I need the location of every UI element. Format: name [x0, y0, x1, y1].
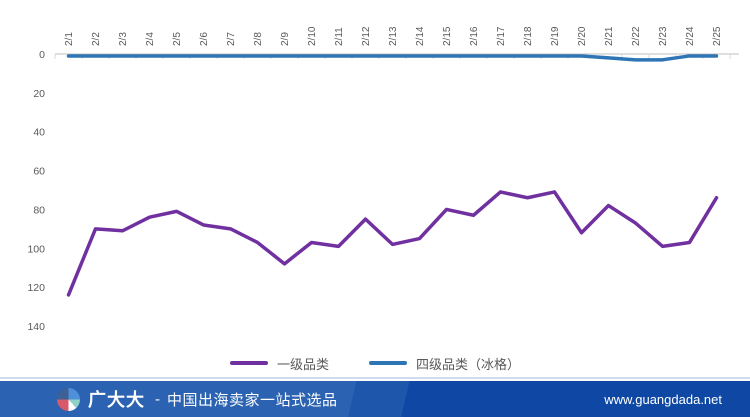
svg-text:2/2: 2/2 — [91, 32, 102, 46]
brand-separator: - — [155, 390, 160, 408]
legend-swatch-level4-ice-tray — [369, 361, 407, 365]
svg-text:80: 80 — [33, 204, 45, 216]
svg-text:2/19: 2/19 — [550, 26, 561, 46]
svg-text:0: 0 — [39, 49, 45, 61]
svg-text:2/6: 2/6 — [199, 32, 210, 46]
svg-text:60: 60 — [33, 166, 45, 178]
svg-text:2/23: 2/23 — [658, 26, 669, 46]
svg-text:2/22: 2/22 — [631, 26, 642, 46]
svg-text:2/24: 2/24 — [685, 26, 696, 46]
legend-item-level1-category: 一级品类 — [229, 354, 329, 373]
series-line-0 — [66, 190, 719, 297]
website-url[interactable]: www.guangdada.net — [604, 391, 722, 407]
footer-top-divider — [0, 377, 750, 379]
guangdada-pie-logo-icon — [57, 387, 80, 411]
svg-text:2/17: 2/17 — [496, 26, 507, 46]
brand-name: 广大大 — [88, 390, 145, 410]
legend-item-level4-ice-tray: 四级品类（冰格） — [369, 354, 520, 373]
svg-text:2/8: 2/8 — [253, 32, 264, 46]
svg-text:2/16: 2/16 — [469, 26, 480, 46]
svg-text:2/18: 2/18 — [523, 26, 534, 46]
svg-text:2/20: 2/20 — [577, 26, 588, 46]
svg-text:2/15: 2/15 — [442, 26, 453, 46]
footer-bar: 广大大 - 中国出海卖家一站式选品 www.guangdada.net — [0, 381, 750, 417]
svg-text:2/13: 2/13 — [388, 26, 399, 46]
svg-text:2/14: 2/14 — [415, 26, 426, 46]
x-axis-labels: 2/1 2/2 2/3 2/4 2/5 2/6 2/7 2/8 2/9 2/10 2/11 2/12 2… — [64, 26, 723, 46]
svg-text:2/4: 2/4 — [145, 32, 156, 46]
svg-text:2/3: 2/3 — [118, 32, 129, 46]
svg-text:20: 20 — [33, 88, 45, 100]
svg-text:2/5: 2/5 — [172, 32, 183, 46]
svg-text:2/25: 2/25 — [712, 26, 723, 46]
svg-text:2/21: 2/21 — [604, 26, 615, 46]
svg-text:2/7: 2/7 — [226, 32, 237, 46]
bottom-white-strip — [0, 417, 750, 420]
svg-text:2/11: 2/11 — [334, 27, 345, 46]
chart-legend: 一级品类 四级品类（冰格） — [0, 351, 750, 375]
svg-text:100: 100 — [27, 243, 45, 255]
svg-text:140: 140 — [27, 321, 45, 333]
svg-text:120: 120 — [27, 282, 45, 294]
svg-text:2/10: 2/10 — [307, 26, 318, 46]
svg-text:2/1: 2/1 — [64, 32, 75, 46]
legend-label-level1-category: 一级品类 — [276, 356, 329, 372]
series-line-1 — [66, 54, 719, 62]
footer-brand-block: 广大大 - 中国出海卖家一站式选品 — [57, 386, 338, 412]
svg-text:40: 40 — [33, 127, 45, 139]
svg-text:2/12: 2/12 — [361, 26, 372, 46]
svg-text:2/9: 2/9 — [280, 32, 291, 46]
brand-tagline: 中国出海卖家一站式选品 — [167, 391, 338, 409]
legend-label-level4-ice-tray: 四级品类（冰格） — [416, 356, 521, 372]
legend-swatch-level1-category — [229, 361, 268, 365]
y-axis-labels: 0 20 40 60 80 100 120 140 — [27, 49, 45, 333]
